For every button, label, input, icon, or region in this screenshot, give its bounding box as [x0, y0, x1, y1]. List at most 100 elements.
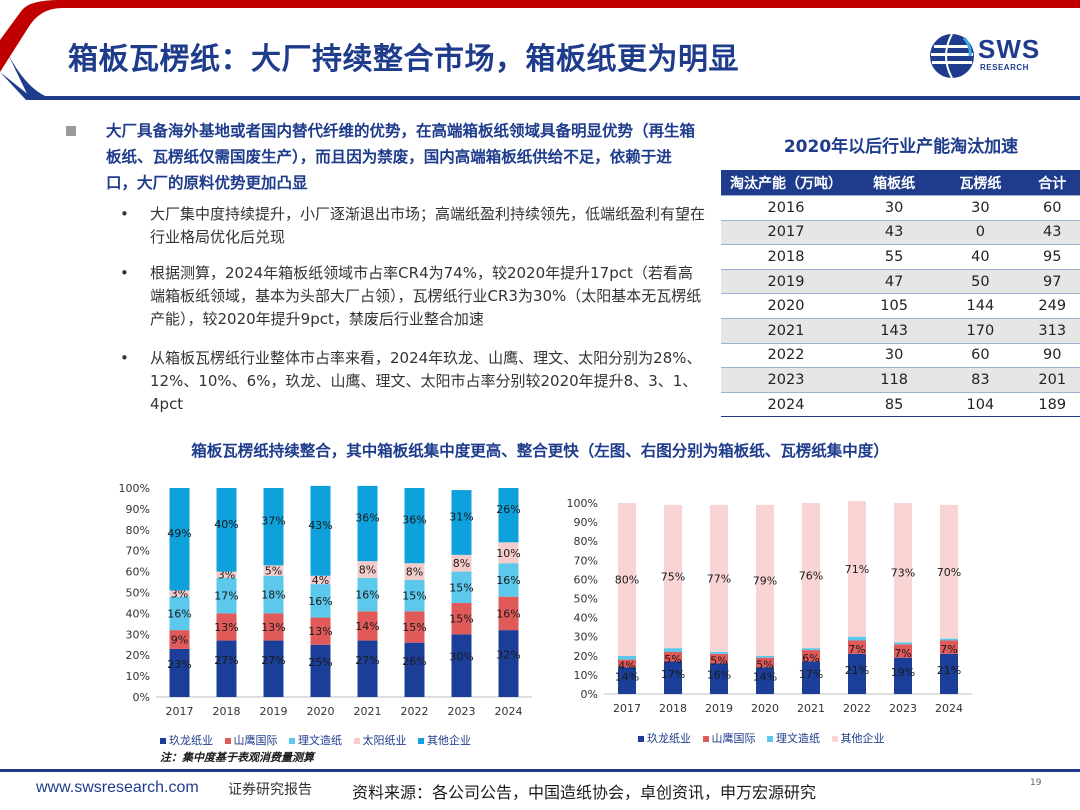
legend-swatch	[702, 735, 709, 742]
y-tick-label: 20%	[126, 649, 150, 662]
y-tick-label: 0%	[581, 688, 598, 701]
page-number: 19	[1030, 778, 1042, 788]
table-cell: 2018	[721, 244, 851, 270]
table-cell: 47	[851, 268, 938, 294]
table-row: 2017 43 0 43	[721, 219, 1080, 245]
y-tick-label: 40%	[574, 612, 598, 625]
bar-segment	[894, 657, 912, 694]
x-tick-label: 2018	[213, 705, 241, 718]
bar-segment	[498, 542, 519, 564]
data-label: 5%	[265, 565, 282, 578]
bar-segment	[664, 651, 682, 662]
bar-segment	[216, 571, 237, 578]
legend-item: 太阳纸业	[353, 734, 407, 747]
bar-segment	[710, 651, 728, 654]
x-tick-label: 2020	[307, 705, 335, 718]
chart-section-title: 箱板瓦楞纸持续整合，其中箱板纸集中度更高、整合更快（左图、右图分别为箱板纸、瓦楞…	[191, 442, 889, 460]
bullet-dot-icon: •	[120, 264, 129, 282]
bar-segment	[263, 488, 284, 566]
chart-corrugated-concentration: 0%10%20%30%40%50%60%70%80%90%100%14%4%2%…	[567, 497, 972, 715]
data-label: 15%	[402, 621, 426, 634]
bar-segment	[404, 642, 425, 697]
x-tick-label: 2019	[260, 705, 288, 718]
bar-segment	[357, 485, 378, 562]
legend-item: 山鹰国际	[702, 732, 756, 745]
y-tick-label: 0%	[133, 691, 150, 704]
y-tick-label: 50%	[574, 593, 598, 606]
bar-segment	[940, 504, 958, 639]
bar-segment	[357, 640, 378, 697]
legend-swatch	[767, 735, 773, 742]
bar-segment	[710, 504, 728, 652]
data-label: 8%	[406, 566, 423, 579]
table-cell: 2016	[721, 195, 851, 221]
bar-segment	[618, 667, 636, 694]
table-cell: 313	[1023, 317, 1080, 344]
data-label: 75%	[661, 571, 685, 584]
legend-swatch	[638, 735, 644, 742]
data-label: 10%	[496, 547, 520, 560]
legend-item: 其他企业	[418, 734, 471, 747]
x-tick-label: 2022	[843, 702, 871, 715]
bar-segment	[310, 617, 331, 645]
main-bullet-text: 大厂具备海外基地或者国内替代纤维的优势，在高端箱板纸领域具备明显优势（再生箱板纸…	[106, 122, 696, 192]
table-cell: 40	[937, 244, 1024, 270]
legend-label: 玖龙纸业	[647, 732, 691, 745]
bar-segment	[216, 488, 237, 572]
data-label: 32%	[496, 649, 520, 662]
footer-tag: 证券研究报告	[228, 782, 312, 798]
table-cell: 2019	[721, 268, 851, 294]
y-tick-label: 70%	[126, 545, 150, 558]
square-bullet-icon	[66, 126, 76, 136]
data-label: 23%	[167, 658, 191, 671]
data-label: 13%	[308, 625, 332, 638]
bar-segment	[756, 655, 774, 658]
footer-url-link[interactable]: www.swsresearch.com	[36, 779, 199, 796]
bar-segment	[664, 661, 682, 694]
bullet-dot-icon: •	[120, 349, 129, 367]
bar-segment	[263, 640, 284, 697]
legend-label: 太阳纸业	[362, 734, 407, 747]
data-label: 70%	[937, 566, 961, 579]
bar-segment	[216, 640, 237, 697]
y-tick-label: 100%	[567, 497, 598, 510]
table-header-cell: 淘汰产能（万吨）	[721, 170, 851, 196]
data-label: 27%	[214, 654, 238, 667]
bar-segment	[357, 561, 378, 578]
bar-segment	[710, 653, 728, 664]
legend-swatch	[831, 735, 838, 742]
sub-bullet: • 根据测算，2024年箱板纸领域市占率CR4为74%，较2020年提升17pc…	[120, 262, 701, 332]
bar-segment	[618, 503, 636, 656]
bar-segment	[310, 575, 331, 585]
y-tick-label: 90%	[126, 503, 150, 516]
bar-segment	[404, 579, 425, 612]
header-banner	[0, 0, 1080, 100]
sub-bullet: • 从箱板瓦楞纸行业整体市占率来看，2024年玖龙、山鹰、理文、太阳分别为28%…	[120, 347, 702, 417]
data-label: 49%	[167, 527, 191, 540]
data-label: 17%	[214, 590, 238, 603]
legend-right: 玖龙纸业 山鹰国际 理文造纸 其他企业	[638, 730, 893, 746]
bar-segment	[618, 659, 636, 668]
data-label: 17%	[799, 668, 823, 681]
bar-segment	[451, 602, 472, 635]
data-label: 8%	[359, 564, 376, 577]
data-label: 3%	[218, 569, 235, 582]
data-label: 40%	[214, 518, 238, 531]
data-label: 17%	[661, 668, 685, 681]
table-cell: 60	[1023, 195, 1080, 221]
bar-segment	[451, 554, 472, 572]
bar-segment	[940, 638, 958, 641]
footer-divider	[0, 769, 1080, 772]
table-row: 2022 30 60 90	[721, 342, 1080, 368]
y-tick-label: 30%	[126, 628, 150, 641]
bar-segment	[848, 636, 866, 641]
legend-item: 玖龙纸业	[160, 734, 213, 747]
y-tick-label: 10%	[126, 670, 150, 683]
table-row: 2020 105 144 249	[721, 293, 1080, 319]
bar-segment	[894, 503, 912, 643]
data-label: 15%	[402, 590, 426, 603]
bar-segment	[664, 648, 682, 652]
table-cell: 2017	[721, 219, 851, 245]
bar-segment	[169, 488, 190, 591]
bar-segment	[894, 644, 912, 658]
